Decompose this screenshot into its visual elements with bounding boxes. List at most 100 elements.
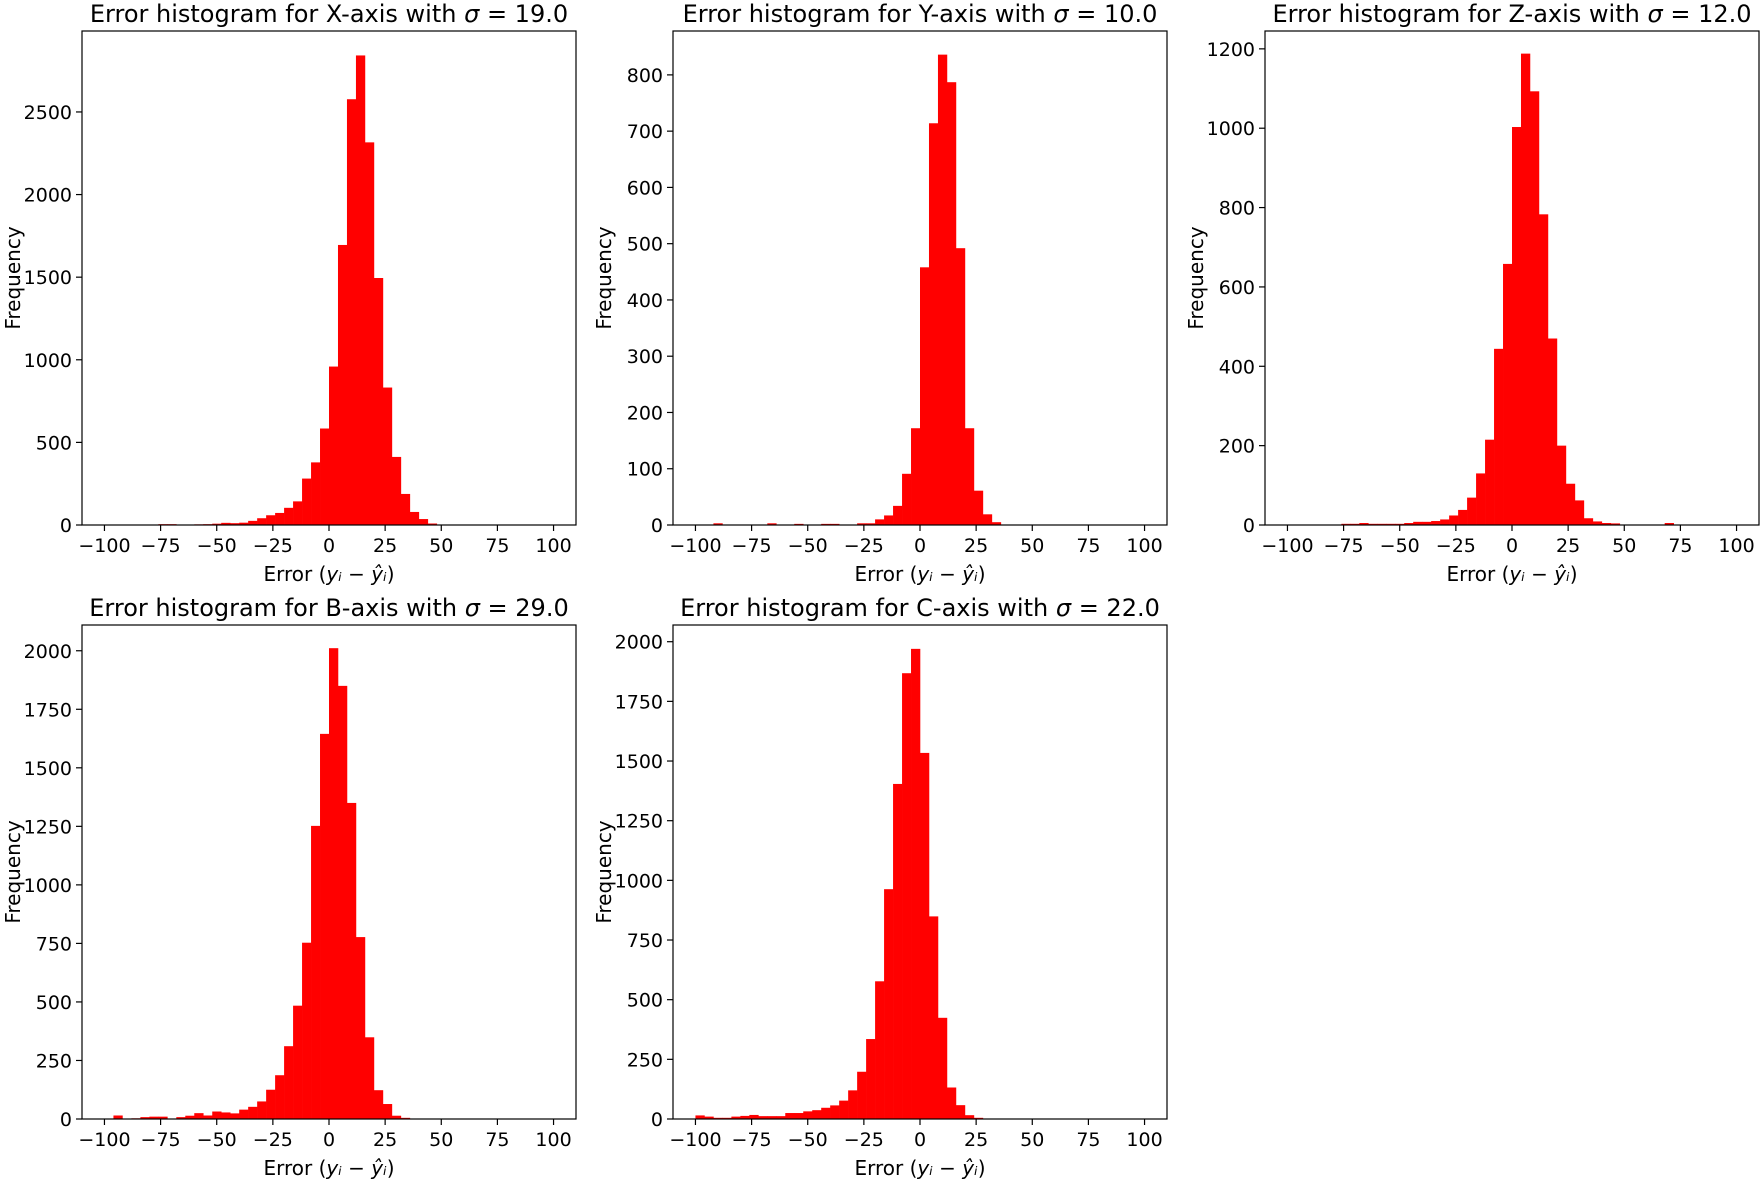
x-tick-label: 100 [1718, 535, 1754, 557]
x-axis-label: Error (yᵢ − ŷᵢ) [1446, 562, 1577, 586]
histogram-bar [902, 473, 912, 525]
x-tick-label: −25 [844, 1129, 884, 1151]
histogram-bar [803, 1111, 813, 1119]
title-sigma-symbol: σ [465, 594, 481, 622]
histogram-bar [266, 1089, 276, 1119]
y-axis-label: Frequency [592, 226, 616, 329]
y-tick-label: 1750 [615, 691, 663, 713]
y-tick-label: 0 [651, 1109, 663, 1131]
title-sigma-symbol: σ [1053, 0, 1069, 28]
histogram-bar [1664, 523, 1674, 525]
histogram-bar [982, 514, 993, 525]
histogram-bar [866, 1039, 876, 1119]
histogram-bar [1485, 439, 1495, 525]
y-tick-label: 700 [627, 121, 663, 143]
y-tick-label: 2000 [24, 641, 72, 663]
x-label-prefix: Error ( [263, 562, 326, 586]
y-tick-label: 750 [627, 930, 663, 952]
title-suffix: = 19.0 [479, 0, 568, 28]
x-label-prefix: Error ( [854, 1156, 917, 1179]
histogram-bar [293, 501, 303, 525]
x-axis-label: Error (yᵢ − ŷᵢ) [854, 562, 985, 586]
x-tick-label: 75 [1076, 1129, 1100, 1151]
y-tick-label: 750 [36, 933, 72, 955]
histogram-bar [794, 1113, 804, 1119]
y-tick-label: 300 [627, 346, 663, 368]
histogram-bar [964, 1115, 975, 1119]
x-tick-label: 100 [535, 1129, 571, 1151]
x-tick-label: 50 [429, 535, 453, 557]
histogram-bar [176, 1117, 186, 1119]
chart-title: Error histogram for B-axis with σ = 29.0 [89, 594, 568, 622]
x-tick-label: −75 [141, 1129, 181, 1151]
histogram-bar [767, 1116, 777, 1119]
y-tick-label: 1500 [615, 751, 663, 773]
x-tick-label: 0 [323, 1129, 335, 1151]
histogram-bar [964, 428, 975, 525]
y-tick-label: 250 [36, 1050, 72, 1072]
histogram-bar [149, 1116, 159, 1119]
histogram-bar [427, 523, 438, 525]
y-tick-label: 600 [627, 177, 663, 199]
histogram-bar [776, 1116, 786, 1119]
x-tick-label: 75 [1668, 535, 1692, 557]
y-tick-label: 600 [1219, 277, 1255, 299]
histogram-bar [337, 244, 348, 525]
histogram-bar [767, 523, 777, 525]
histogram-bar [329, 648, 339, 1119]
x-label-prefix: Error ( [854, 562, 917, 586]
histogram-bar [1556, 445, 1567, 525]
x-tick-label: −50 [1380, 535, 1420, 557]
histogram-bar [946, 1087, 957, 1119]
histogram-bar [1404, 523, 1414, 525]
x-label-suffix: ) [1570, 562, 1578, 586]
histogram-bar [311, 462, 321, 525]
x-tick-label: 50 [429, 1129, 453, 1151]
title-prefix: Error histogram for B-axis with [89, 594, 464, 622]
x-axis-label: Error (yᵢ − ŷᵢ) [854, 1156, 985, 1179]
histogram-bar [911, 648, 921, 1119]
histogram-bar [1476, 473, 1486, 525]
histogram-bar [158, 1116, 168, 1119]
x-tick-label: 25 [964, 1129, 988, 1151]
histogram-bar [946, 82, 957, 525]
histogram-bar [928, 123, 939, 526]
x-tick-label: −100 [78, 535, 130, 557]
histogram-bar [1547, 338, 1558, 525]
y-tick-label: 0 [60, 515, 72, 537]
y-tick-label: 1500 [24, 758, 72, 780]
title-sigma-symbol: σ [1056, 594, 1072, 622]
histogram-bar [1583, 518, 1594, 525]
x-tick-label: 25 [964, 535, 988, 557]
y-tick-label: 200 [1219, 436, 1255, 458]
histogram-bar [1601, 523, 1612, 525]
y-tick-label: 1200 [1207, 39, 1255, 61]
histogram-bar [373, 278, 384, 525]
histogram-bar [302, 942, 312, 1119]
histogram-bar [1512, 127, 1522, 526]
chart-title: Error histogram for Z-axis with σ = 12.0 [1272, 0, 1751, 28]
histogram-bar [1592, 521, 1603, 525]
x-tick-label: 75 [1076, 535, 1100, 557]
histogram-bar [212, 1111, 222, 1119]
histogram-bar [185, 1115, 195, 1119]
y-tick-label: 400 [627, 290, 663, 312]
histogram-bar [203, 1115, 213, 1119]
title-sigma-symbol: σ [1647, 0, 1663, 28]
histogram-bar [1467, 497, 1477, 525]
x-tick-label: 25 [1556, 535, 1580, 557]
histogram-bar [1458, 509, 1468, 525]
histogram-panel: −100 −75 −50 −25 0 25 50 75 10005001000150020002… [1, 0, 577, 586]
x-tick-label: 50 [1020, 1129, 1044, 1151]
x-tick-label: 100 [1126, 1129, 1162, 1151]
chart-title: Error histogram for C-axis with σ = 22.0 [680, 594, 1160, 622]
y-axis-label: Frequency [1, 226, 25, 329]
x-label-math: yᵢ − ŷᵢ [916, 1156, 978, 1179]
histogram-bar [893, 505, 903, 525]
histogram-bar [884, 515, 894, 525]
y-tick-label: 500 [36, 992, 72, 1014]
x-tick-label: −75 [732, 1129, 772, 1151]
histogram-bar [911, 428, 921, 525]
histogram-bar [221, 1112, 231, 1119]
histogram-bar [902, 673, 912, 1119]
